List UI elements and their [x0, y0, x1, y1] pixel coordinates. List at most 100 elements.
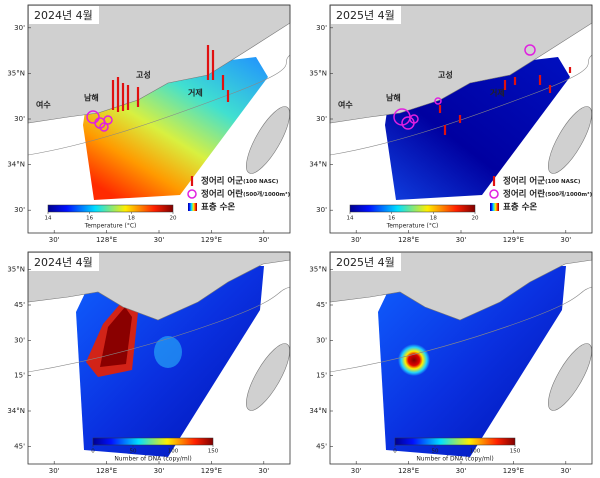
- map-panel: 2025년 4월 35°N 45' 30' 15' 34°N 45' 30' 128°E 30' 1…: [309, 251, 593, 475]
- panel-title: 2024년 4월: [34, 256, 93, 269]
- place-label: 거제: [188, 88, 203, 98]
- hotspot-glow: [154, 336, 182, 368]
- x-tick-label: 30': [258, 467, 269, 475]
- colorbar: [47, 204, 174, 213]
- y-tick-label: 30': [316, 336, 327, 344]
- island: [548, 343, 592, 411]
- y-tick-label: 35°N: [7, 69, 25, 77]
- x-tick-label: 30': [456, 236, 467, 244]
- y-tick-label: 30': [316, 24, 327, 32]
- x-tick-label: 30': [258, 236, 269, 244]
- place-label: 남해: [84, 93, 99, 103]
- place-label: 거제: [490, 88, 505, 98]
- x-tick-label: 30': [49, 236, 60, 244]
- colorbar-tick-label: 18: [128, 216, 135, 222]
- y-tick-label: 35°N: [7, 266, 25, 274]
- place-label: 여수: [36, 100, 51, 110]
- hotspot-core: [100, 307, 132, 367]
- map-panel: 2024년 4월 30' 35°N 30' 34°N 30' 30' 128°E 30' 129°…: [7, 4, 291, 244]
- y-tick-label: 34°N: [309, 161, 327, 169]
- colorbar-tick-label: 150: [208, 449, 219, 455]
- y-tick-label: 30': [14, 336, 25, 344]
- x-tick-label: 30': [351, 467, 362, 475]
- x-tick-label: 129°E: [201, 467, 222, 475]
- legend-swatch: [489, 189, 499, 199]
- isobath: [27, 54, 291, 156]
- colorbar-tick-label: 20: [472, 216, 479, 222]
- y-tick-label: 45': [316, 301, 327, 309]
- isobath: [329, 286, 593, 373]
- legend-swatch: [188, 203, 197, 211]
- isobath: [27, 286, 291, 373]
- legend-label: 표층 수온: [201, 202, 235, 213]
- colorbar-tick-label: 150: [510, 449, 521, 455]
- colorbar-tick-label: 18: [430, 216, 437, 222]
- colorbar-tick-label: 100: [168, 449, 179, 455]
- map-panel: 2024년 4월 35°N 45' 30' 15' 34°N 45' 30' 128°E 30' 1…: [7, 251, 291, 475]
- egg-marker: [434, 97, 442, 105]
- legend-swatch: [490, 203, 499, 211]
- colorbar-label: Number of DNA (copy/ml): [416, 456, 493, 463]
- colorbar-label: Temperature (°C): [386, 223, 439, 230]
- panel-title: 2025년 4월: [336, 256, 395, 269]
- x-tick-label: 128°E: [398, 467, 419, 475]
- colorbar-label: Number of DNA (copy/ml): [114, 456, 191, 463]
- place-label: 고성: [438, 70, 453, 80]
- legend-note: (100 NASC): [545, 179, 581, 185]
- place-label: 고성: [136, 70, 151, 80]
- legend-note: (500개/1000m³): [545, 190, 593, 198]
- colorbar-tick-label: 16: [86, 216, 93, 222]
- x-tick-label: 129°E: [503, 236, 524, 244]
- egg-marker: [99, 122, 109, 132]
- y-tick-label: 15': [316, 372, 327, 380]
- colorbar-tick-label: 20: [170, 216, 177, 222]
- title-box: [29, 6, 99, 24]
- panel-title: 2024년 4월: [34, 9, 93, 22]
- colorbar-tick-label: 0: [393, 449, 397, 455]
- y-tick-label: 30': [316, 115, 327, 123]
- y-tick-label: 34°N: [309, 407, 327, 415]
- x-tick-label: 128°E: [398, 236, 419, 244]
- y-tick-label: 34°N: [7, 161, 25, 169]
- x-tick-label: 128°E: [96, 467, 117, 475]
- y-tick-label: 45': [14, 442, 25, 450]
- y-tick-label: 45': [316, 442, 327, 450]
- x-tick-label: 30': [560, 467, 571, 475]
- hotspot: [398, 344, 430, 376]
- y-tick-label: 34°N: [7, 407, 25, 415]
- title-box: [331, 6, 401, 24]
- legend-label: 정어리 어군(100 NASC): [201, 176, 279, 187]
- colorbar: [349, 204, 476, 213]
- data-region: [378, 266, 566, 457]
- colorbar-tick-label: 0: [91, 449, 95, 455]
- x-tick-label: 30': [49, 467, 60, 475]
- legend-label: 정어리 어란(500개/1000m³): [503, 189, 593, 200]
- place-label: 남해: [386, 93, 401, 103]
- x-tick-label: 30': [154, 236, 165, 244]
- legend-note: (100 NASC): [243, 179, 279, 185]
- island: [548, 106, 592, 174]
- y-tick-label: 15': [14, 372, 25, 380]
- colorbar-tick-label: 14: [347, 216, 354, 222]
- colorbar-tick-label: 14: [45, 216, 52, 222]
- colorbar-label: Temperature (°C): [84, 223, 137, 230]
- x-tick-label: 129°E: [201, 236, 222, 244]
- legend-label: 정어리 어군(100 NASC): [503, 176, 581, 187]
- x-tick-label: 30': [351, 236, 362, 244]
- title-box: [331, 253, 401, 271]
- x-tick-label: 128°E: [96, 236, 117, 244]
- colorbar: [92, 437, 214, 446]
- x-tick-label: 30': [456, 467, 467, 475]
- x-tick-label: 30': [560, 236, 571, 244]
- egg-marker: [86, 110, 100, 124]
- y-tick-label: 30': [316, 206, 327, 214]
- island: [246, 343, 290, 411]
- colorbar: [394, 437, 516, 446]
- title-box: [29, 253, 99, 271]
- y-tick-label: 35°N: [309, 266, 327, 274]
- legend-label: 표층 수온: [503, 202, 537, 213]
- panel-title: 2025년 4월: [336, 9, 395, 22]
- isobath: [329, 54, 593, 156]
- y-tick-label: 30': [14, 206, 25, 214]
